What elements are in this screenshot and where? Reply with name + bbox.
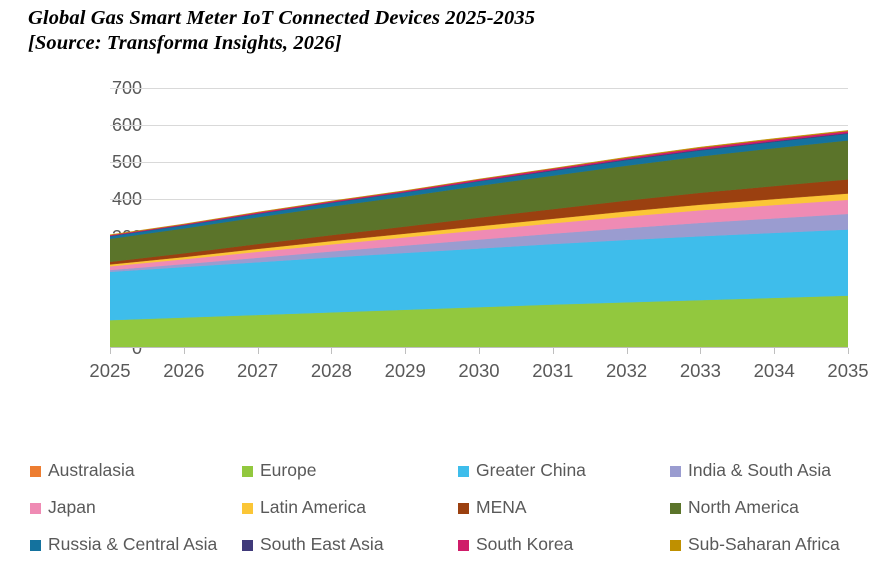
gridline xyxy=(110,88,848,89)
stacked-area-series xyxy=(110,130,848,348)
x-axis-tick-label: 2026 xyxy=(163,360,205,381)
legend-item-russia-central-asia[interactable]: Russia & Central Asia xyxy=(30,526,242,563)
x-axis-tick-label: 2031 xyxy=(532,360,574,381)
x-axis-tick-label: 2029 xyxy=(384,360,426,381)
legend-item-label: Europe xyxy=(260,459,317,480)
legend-item-latin-america[interactable]: Latin America xyxy=(242,489,458,526)
legend-item-south-east-asia[interactable]: South East Asia xyxy=(242,526,458,563)
legend-item-label: South Korea xyxy=(476,533,574,554)
legend-item-label: Japan xyxy=(48,496,96,517)
legend-item-label: South East Asia xyxy=(260,533,384,554)
legend-item-australasia[interactable]: Australasia xyxy=(30,452,242,489)
legend-item-label: Russia & Central Asia xyxy=(48,533,218,554)
x-axis-tick-label: 2035 xyxy=(827,360,869,381)
legend-swatch-icon xyxy=(30,465,41,477)
legend-swatch-icon xyxy=(458,539,469,551)
legend-item-label: Sub-Saharan Africa xyxy=(688,533,840,554)
chart-legend: Australasia Europe Greater China India & So… xyxy=(30,452,878,563)
x-axis-tickmark xyxy=(552,348,554,354)
legend-item-north-america[interactable]: North America xyxy=(670,489,878,526)
legend-item-sub-saharan-africa[interactable]: Sub-Saharan Africa xyxy=(670,526,878,563)
legend-swatch-icon xyxy=(670,502,681,514)
x-axis-tickmark xyxy=(774,348,776,354)
chart-title: Global Gas Smart Meter IoT Connected Dev… xyxy=(28,7,536,29)
x-axis-tickmark xyxy=(700,348,702,354)
legend-item-label: India & South Asia xyxy=(688,459,832,480)
legend-item-label: MENA xyxy=(476,496,527,517)
chart-subtitle-source: [Source: Transforma Insights, 2026] xyxy=(28,32,342,54)
gridline xyxy=(110,125,848,127)
legend-item-label: Latin America xyxy=(260,496,367,517)
legend-swatch-icon xyxy=(242,539,253,551)
chart-title-block: Global Gas Smart Meter IoT Connected Dev… xyxy=(28,6,868,56)
legend-swatch-icon xyxy=(242,465,253,477)
legend-item-south-korea[interactable]: South Korea xyxy=(458,526,670,563)
x-axis-tickmark xyxy=(257,348,259,354)
legend-item-japan[interactable]: Japan xyxy=(30,489,242,526)
x-axis-tick-label: 2027 xyxy=(237,360,279,381)
x-axis-tickmark xyxy=(405,348,407,354)
legend-swatch-icon xyxy=(670,539,681,551)
legend-item-label: Australasia xyxy=(48,459,135,480)
x-axis-tickmark xyxy=(183,348,185,354)
legend-item-europe[interactable]: Europe xyxy=(242,452,458,489)
x-axis-tick-label: 2030 xyxy=(458,360,500,381)
legend-swatch-icon xyxy=(30,502,41,514)
x-axis-tick-label: 2033 xyxy=(679,360,721,381)
area-series-sub-saharan-africa xyxy=(110,130,848,236)
legend-swatch-icon xyxy=(458,465,469,477)
legend-item-label: Greater China xyxy=(476,459,586,480)
legend-item-mena[interactable]: MENA xyxy=(458,489,670,526)
plot-area: 2025 2026 2027 2028 2029 2030 2031 2032 2033 2034… xyxy=(89,88,869,381)
x-axis-tick-label: 2028 xyxy=(310,360,352,381)
legend-swatch-icon xyxy=(242,502,253,514)
x-axis-tickmark xyxy=(110,348,111,354)
legend-item-greater-china[interactable]: Greater China xyxy=(458,452,670,489)
x-axis-tick-label: 2034 xyxy=(753,360,795,381)
x-axis-line xyxy=(110,347,848,348)
gridline xyxy=(110,162,848,164)
x-axis-tick-label: 2032 xyxy=(606,360,648,381)
x-axis-tickmark xyxy=(331,348,333,354)
legend-swatch-icon xyxy=(670,465,681,477)
x-axis-tickmark xyxy=(848,348,849,354)
legend-swatch-icon xyxy=(458,502,469,514)
x-axis-tickmark xyxy=(626,348,628,354)
legend-item-label: North America xyxy=(688,496,799,517)
y-axis-tick-label: 0 xyxy=(131,338,142,358)
legend-item-india-south-asia[interactable]: India & South Asia xyxy=(670,452,878,489)
x-axis-tick-label: 2025 xyxy=(89,360,131,381)
x-axis-tickmark xyxy=(479,348,480,354)
legend-swatch-icon xyxy=(30,539,41,551)
